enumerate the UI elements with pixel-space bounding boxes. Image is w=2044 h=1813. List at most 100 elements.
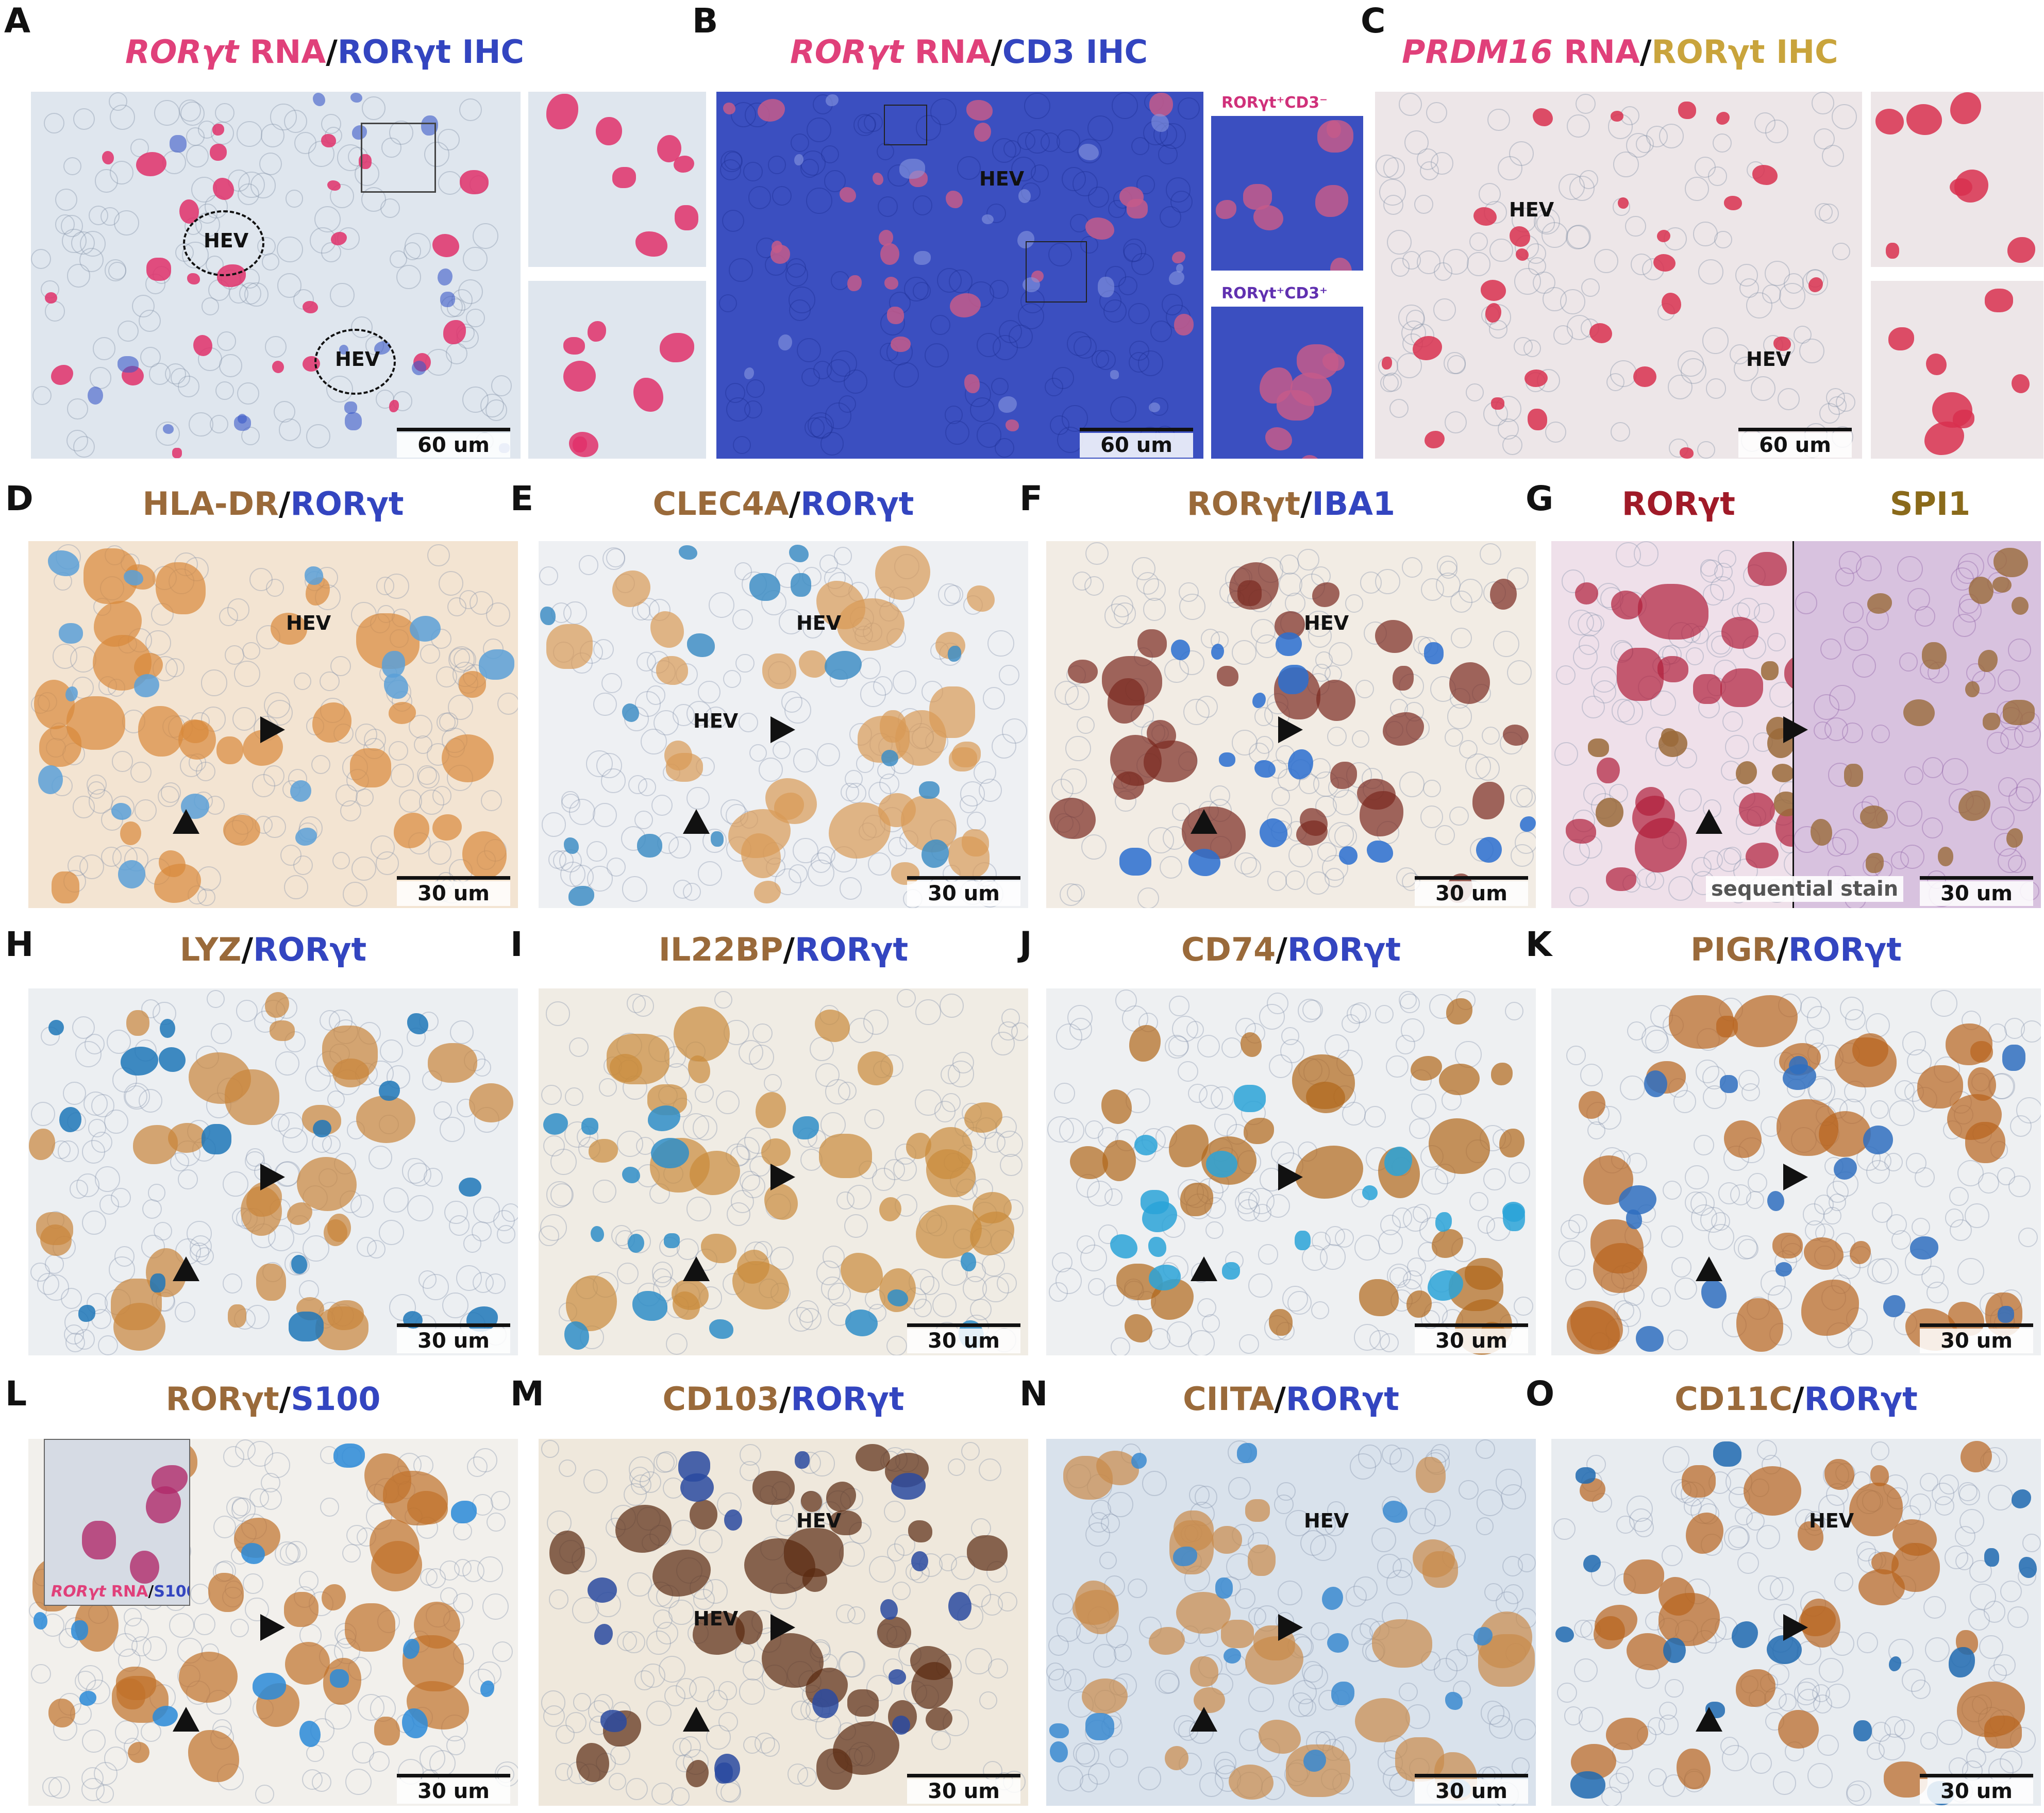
stained-cell bbox=[946, 190, 963, 209]
stained-cell bbox=[223, 814, 261, 846]
nucleus bbox=[1922, 817, 1944, 839]
nucleus bbox=[1136, 572, 1159, 595]
nucleus bbox=[1382, 372, 1402, 392]
nucleus bbox=[1423, 779, 1441, 797]
nucleus bbox=[342, 1544, 361, 1563]
nucleus bbox=[705, 707, 728, 730]
nucleus bbox=[1906, 1153, 1927, 1173]
nucleus bbox=[439, 712, 458, 731]
inset-label: RORγt⁺CD3⁻ bbox=[1221, 94, 1328, 112]
stained-cell bbox=[1490, 578, 1517, 610]
stained-cell bbox=[1148, 1237, 1167, 1257]
nucleus bbox=[641, 728, 667, 755]
nucleus bbox=[784, 697, 811, 724]
stained-cell bbox=[576, 1742, 610, 1783]
nucleus bbox=[487, 1512, 506, 1532]
nucleus bbox=[1684, 1165, 1709, 1190]
nucleus bbox=[1333, 790, 1359, 815]
stained-cell bbox=[1682, 1465, 1716, 1498]
stained-cell bbox=[283, 1592, 319, 1627]
stained-cell bbox=[1141, 1190, 1169, 1214]
micrograph-N: HEV 30 um bbox=[1046, 1439, 1536, 1806]
stained-cell bbox=[1850, 1240, 1871, 1264]
nucleus bbox=[965, 1648, 992, 1675]
nucleus bbox=[1756, 1525, 1781, 1549]
stained-cell bbox=[1022, 277, 1040, 292]
stained-cell bbox=[911, 1551, 928, 1572]
scale-label: 60 um bbox=[397, 433, 510, 458]
stained-cell bbox=[650, 611, 684, 648]
nucleus bbox=[1724, 734, 1749, 759]
nucleus bbox=[915, 999, 941, 1025]
nucleus bbox=[837, 1081, 857, 1100]
nucleus bbox=[866, 1674, 893, 1702]
nucleus bbox=[274, 1541, 299, 1566]
nucleus bbox=[1444, 411, 1467, 434]
nucleus bbox=[1620, 1075, 1645, 1101]
nucleus bbox=[1056, 129, 1080, 153]
nucleus bbox=[1738, 1070, 1760, 1091]
stained-cell bbox=[1148, 1264, 1181, 1290]
nucleus bbox=[915, 114, 942, 141]
title-part: RNA bbox=[903, 33, 991, 71]
stained-cell bbox=[1984, 1715, 2022, 1749]
nucleus bbox=[99, 1195, 120, 1215]
stained-cell bbox=[1097, 277, 1115, 298]
nucleus bbox=[1031, 164, 1049, 183]
nucleus bbox=[892, 670, 916, 695]
stained-cell bbox=[1276, 632, 1302, 657]
stained-cell bbox=[1253, 205, 1284, 230]
stained-cell bbox=[253, 1673, 286, 1700]
nucleus bbox=[30, 1101, 55, 1126]
stained-cell bbox=[1633, 366, 1657, 388]
nucleus bbox=[706, 1724, 731, 1750]
stained-cell bbox=[1168, 271, 1185, 286]
stained-cell bbox=[138, 706, 183, 757]
nucleus bbox=[277, 273, 302, 298]
stained-cell bbox=[799, 650, 828, 678]
hev-outline bbox=[314, 329, 396, 395]
nucleus bbox=[1024, 93, 1051, 119]
hev-label: HEV bbox=[796, 612, 842, 634]
nucleus bbox=[456, 1265, 482, 1291]
nucleus bbox=[193, 1613, 216, 1636]
nucleus bbox=[1248, 1273, 1273, 1298]
stained-cell bbox=[1888, 1656, 1901, 1671]
stained-cell bbox=[1439, 1063, 1480, 1096]
scale-bar bbox=[397, 1774, 510, 1777]
nucleus bbox=[703, 1579, 728, 1604]
nucleus bbox=[1065, 735, 1091, 762]
nucleus bbox=[1662, 1446, 1689, 1473]
nucleus bbox=[999, 665, 1019, 685]
nucleus bbox=[242, 642, 260, 660]
nucleus bbox=[1733, 1235, 1758, 1260]
stained-cell bbox=[1524, 369, 1548, 388]
nucleus bbox=[301, 1769, 323, 1790]
title-slash: / bbox=[241, 931, 254, 968]
title-marker-b: RORγt bbox=[795, 931, 909, 968]
stained-cell bbox=[689, 1500, 718, 1530]
arrowhead-icon bbox=[1278, 716, 1303, 743]
nucleus bbox=[606, 858, 626, 877]
nucleus bbox=[423, 1274, 449, 1300]
stained-cell bbox=[1180, 1183, 1214, 1216]
panel-title: CD11C/RORγt bbox=[1551, 1383, 2041, 1415]
nucleus bbox=[67, 855, 88, 876]
nucleus bbox=[265, 336, 287, 358]
stained-cell bbox=[1079, 143, 1099, 160]
nucleus bbox=[671, 1520, 697, 1546]
title-marker-a: CD103 bbox=[662, 1380, 779, 1418]
nucleus bbox=[1288, 843, 1313, 867]
stained-cell bbox=[1810, 819, 1833, 846]
stained-cell bbox=[1870, 1465, 1889, 1486]
nucleus bbox=[1553, 1518, 1576, 1540]
stained-cell bbox=[1516, 248, 1529, 261]
stained-cell bbox=[1355, 1698, 1410, 1742]
nucleus bbox=[2008, 1175, 2031, 1198]
nucleus bbox=[839, 877, 862, 900]
stained-cell bbox=[845, 1310, 878, 1337]
nucleus bbox=[1267, 871, 1287, 891]
nucleus bbox=[396, 264, 421, 290]
stained-cell bbox=[948, 747, 977, 771]
stained-cell bbox=[124, 569, 144, 585]
